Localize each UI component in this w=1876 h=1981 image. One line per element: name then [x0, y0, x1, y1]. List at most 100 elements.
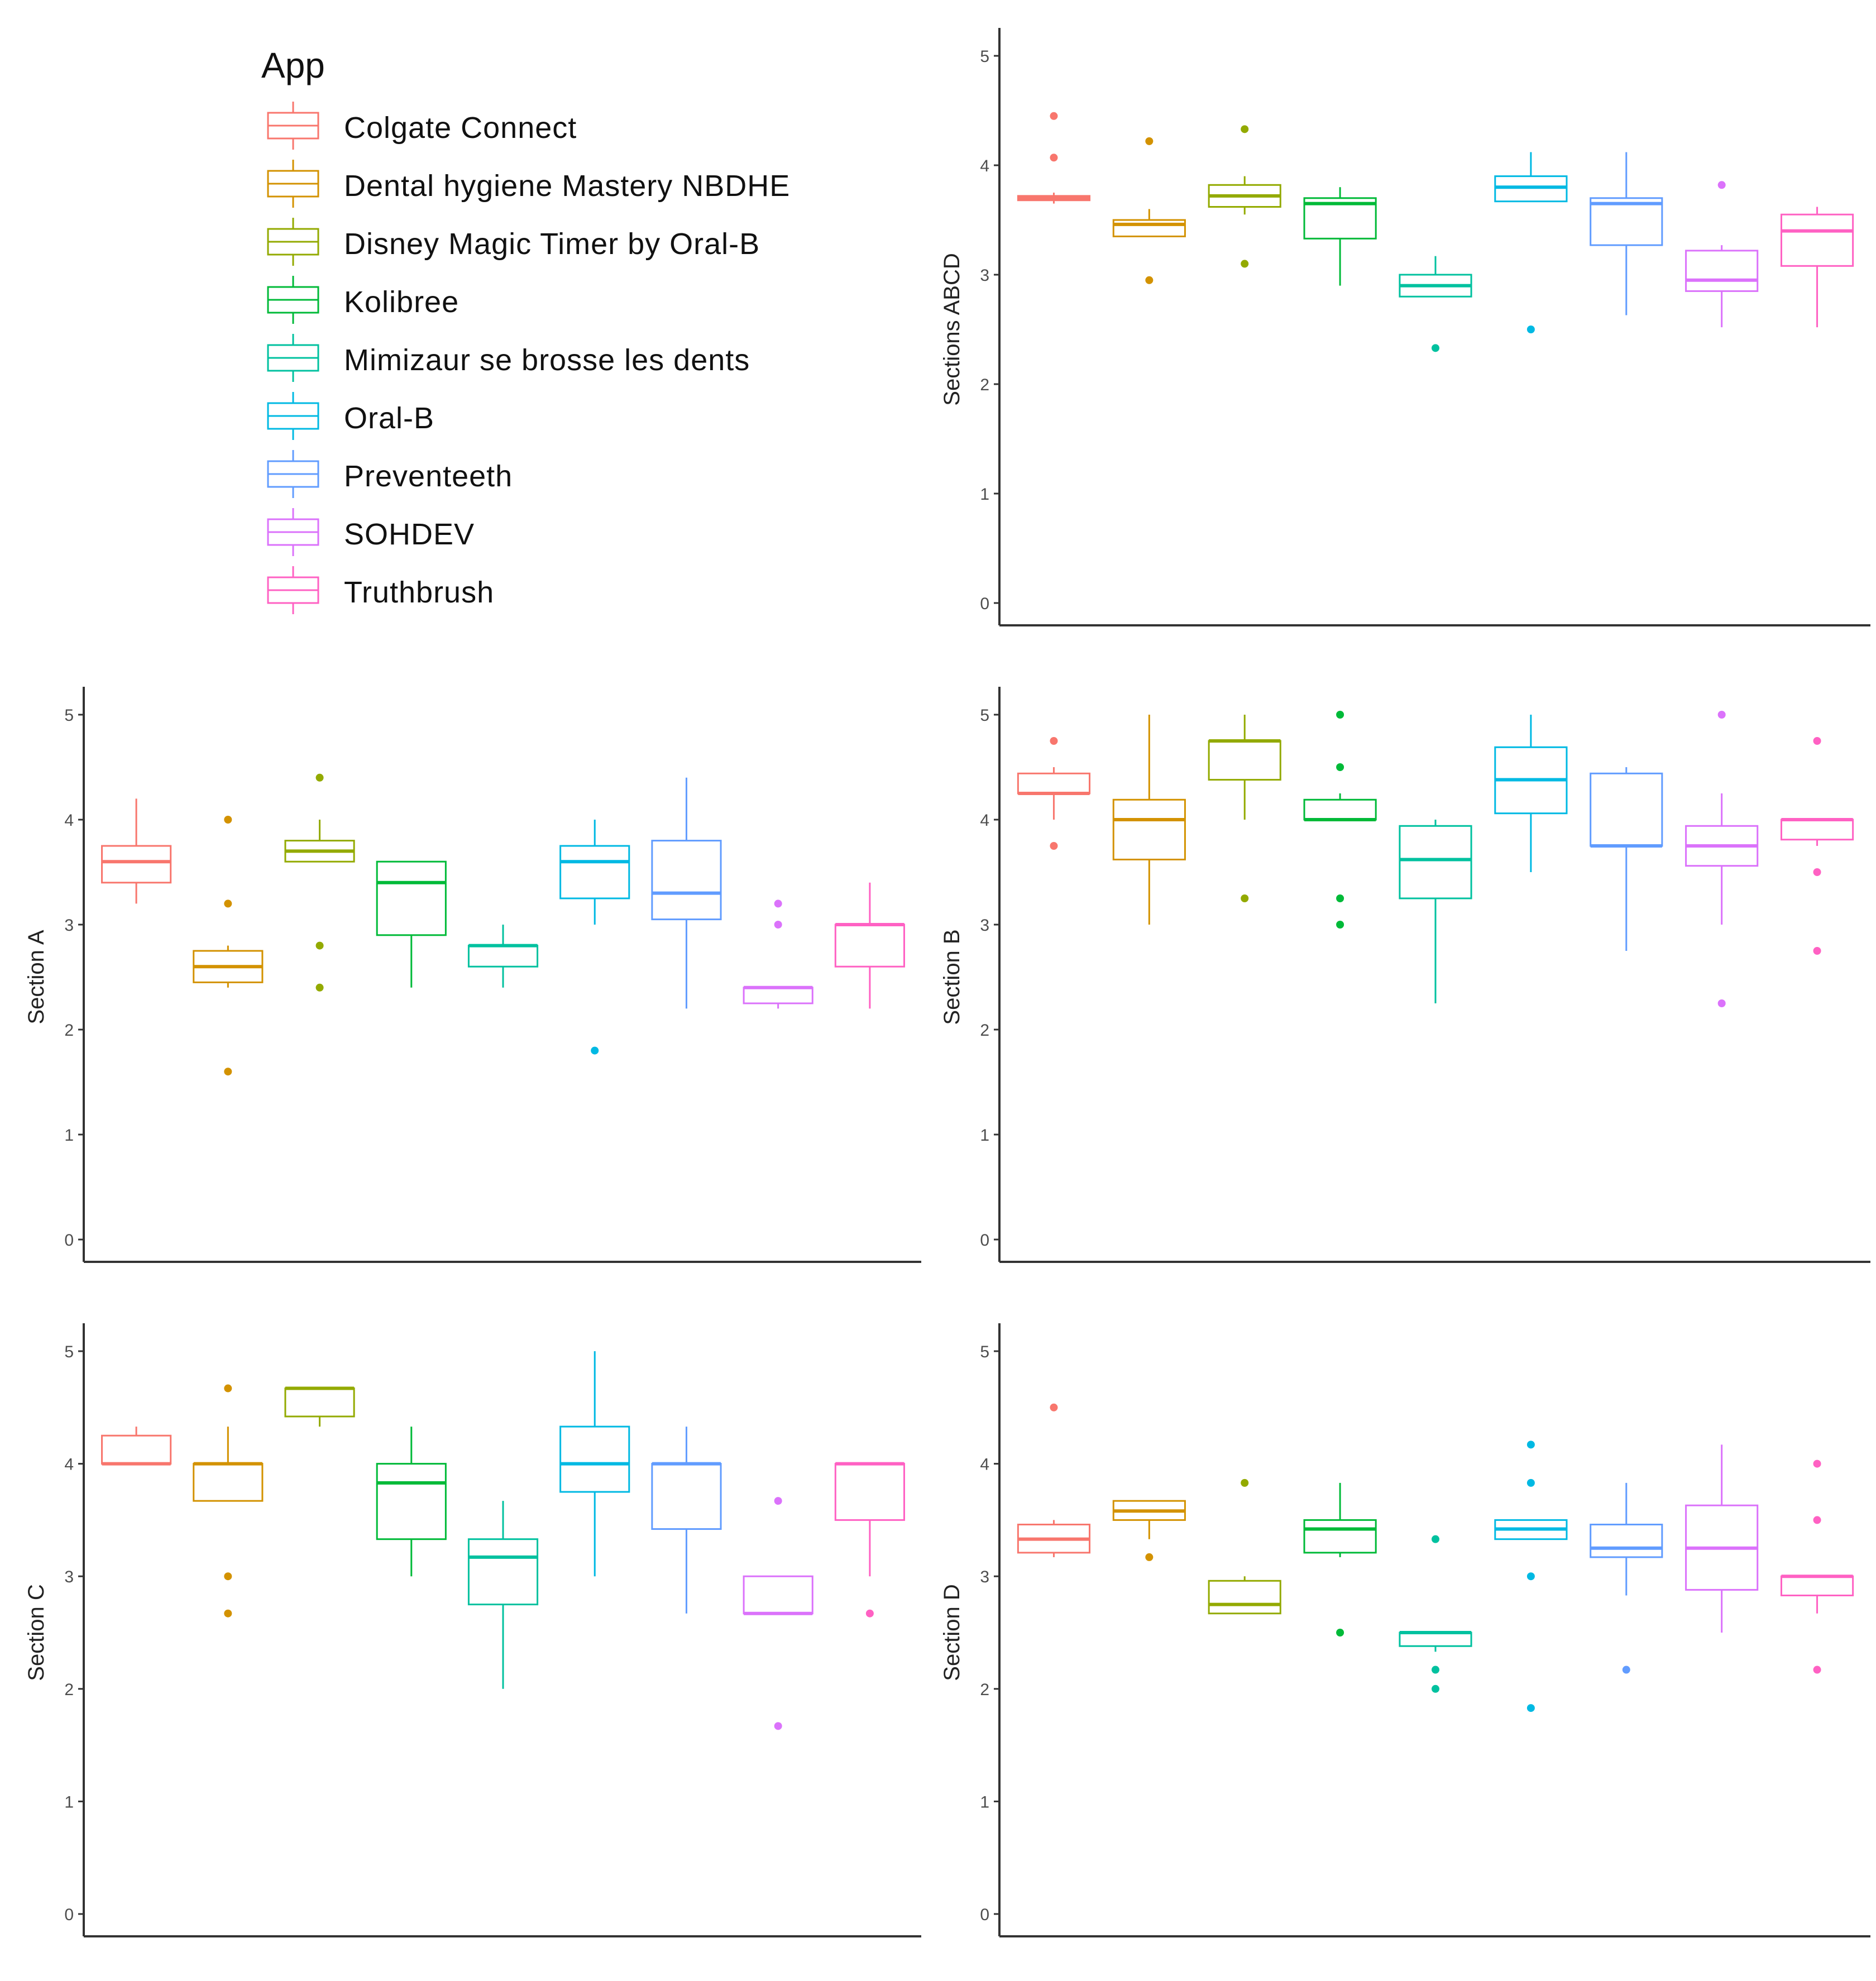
y-tick-label: 5 — [64, 706, 74, 725]
panel-section-d: 0 1 2 3 4 5 Section D — [916, 1307, 1876, 1981]
outlier-point — [1813, 1516, 1821, 1524]
outlier-point — [315, 941, 324, 950]
box-oral-b — [1494, 152, 1568, 333]
box-colgate-connect — [1017, 112, 1091, 204]
box-sohdev — [1685, 181, 1759, 328]
y-axis-label: Section C — [24, 1584, 49, 1681]
box-preventeeth — [1590, 1482, 1663, 1674]
box-mimizaur-se-brosse-les-dents — [467, 925, 539, 988]
box-oral-b — [1494, 715, 1568, 872]
outlier-point — [1813, 737, 1821, 745]
box-iqr — [1017, 772, 1091, 795]
box-oral-b — [559, 1351, 630, 1577]
outlier-point — [1336, 763, 1344, 771]
box-truthbrush — [1780, 737, 1854, 955]
box-dental-hygiene-mastery-nbdhe — [193, 816, 264, 1076]
legend-label: Oral-B — [344, 401, 435, 435]
outlier-point — [1717, 181, 1726, 189]
box-iqr — [1685, 250, 1759, 292]
outlier-point — [1813, 1666, 1821, 1674]
y-tick-label: 4 — [64, 1456, 74, 1474]
outlier-point — [224, 899, 232, 908]
outlier-point — [1241, 260, 1249, 268]
panel-section-b: 0 1 2 3 4 5 Section B — [916, 670, 1876, 1307]
box-iqr — [1303, 798, 1377, 821]
box-iqr — [1590, 197, 1663, 246]
box-iqr — [559, 845, 630, 899]
outlier-point — [1526, 1478, 1535, 1487]
legend-label: Colgate Connect — [344, 111, 577, 145]
legend-label: Preventeeth — [344, 460, 513, 493]
legend-item-mimizaur-se-brosse-les-dents: Mimizaur se brosse les dents — [246, 333, 916, 391]
y-tick-label: 5 — [980, 1343, 989, 1361]
outlier-point — [1432, 1685, 1439, 1693]
y-axis-label: Sections ABCD — [940, 253, 964, 405]
box-dental-hygiene-mastery-nbdhe — [1112, 1500, 1186, 1561]
outlier-point — [1526, 326, 1535, 333]
legend-label: Disney Magic Timer by Oral-B — [344, 227, 760, 261]
y-tick-label: 1 — [980, 485, 989, 504]
box-iqr — [1780, 819, 1854, 841]
box-iqr — [743, 987, 813, 1004]
y-tick-label: 1 — [980, 1793, 989, 1811]
box-iqr — [1590, 772, 1663, 847]
box-sohdev — [1685, 711, 1759, 1007]
outlier-point — [1717, 999, 1726, 1007]
legend-key-icon — [267, 160, 319, 208]
outlier-point — [774, 899, 782, 908]
box-iqr — [1780, 1575, 1854, 1596]
chart-section-b: 0 1 2 3 4 5 Section B — [940, 687, 1870, 1263]
y-tick-label: 2 — [980, 1021, 989, 1040]
outlier-point — [1241, 1478, 1249, 1487]
box-oral-b — [559, 820, 630, 1055]
y-tick-label: 5 — [980, 47, 989, 66]
outlier-point — [1336, 711, 1344, 719]
box-preventeeth — [1590, 767, 1663, 951]
y-tick-label: 0 — [980, 595, 989, 613]
outlier-point — [1432, 344, 1439, 352]
legend-label: Dental hygiene Mastery NBDHE — [344, 169, 791, 203]
legend-item-truthbrush: Truthbrush — [246, 565, 916, 623]
box-iqr — [1017, 195, 1091, 202]
outlier-point — [224, 1384, 232, 1393]
y-axis-label: Section B — [940, 929, 964, 1025]
outlier-point — [1526, 1704, 1535, 1712]
legend-label: Kolibree — [344, 285, 460, 319]
y-tick-label: 3 — [980, 916, 989, 935]
box-iqr — [1303, 1519, 1377, 1554]
box-preventeeth — [651, 1427, 722, 1614]
outlier-point — [1145, 276, 1154, 284]
box-iqr — [101, 845, 172, 884]
legend-item-kolibree: Kolibree — [246, 275, 916, 333]
outlier-point — [1241, 125, 1249, 133]
box-truthbrush — [834, 1462, 905, 1618]
y-tick-label: 0 — [64, 1231, 74, 1250]
outlier-point — [774, 1722, 782, 1730]
box-disney-magic-timer-by-oral-b — [1208, 125, 1281, 268]
y-tick-label: 1 — [64, 1126, 74, 1145]
box-iqr — [1017, 1523, 1091, 1554]
box-iqr — [1208, 1580, 1281, 1615]
legend-key-icon — [267, 508, 319, 556]
outlier-point — [1145, 137, 1154, 145]
y-axis-label: Section A — [24, 930, 49, 1024]
outlier-point — [1050, 112, 1058, 120]
box-sohdev — [1685, 1444, 1759, 1633]
outlier-point — [1050, 154, 1058, 162]
y-tick-label: 5 — [64, 1343, 74, 1361]
legend-key-icon — [267, 450, 319, 498]
box-iqr — [1112, 798, 1186, 860]
box-iqr — [1590, 1523, 1663, 1558]
outlier-point — [224, 1609, 232, 1618]
outlier-point — [224, 1572, 232, 1581]
outlier-point — [1050, 1403, 1058, 1411]
chart-section-d: 0 1 2 3 4 5 Section D — [940, 1323, 1870, 1937]
box-iqr — [284, 1387, 355, 1418]
box-iqr — [1112, 219, 1186, 237]
y-tick-label: 4 — [980, 157, 989, 175]
y-tick-label: 2 — [980, 1681, 989, 1699]
outlier-point — [1813, 947, 1821, 955]
box-kolibree — [1303, 187, 1377, 286]
box-iqr — [834, 923, 905, 968]
box-iqr — [1208, 740, 1281, 781]
